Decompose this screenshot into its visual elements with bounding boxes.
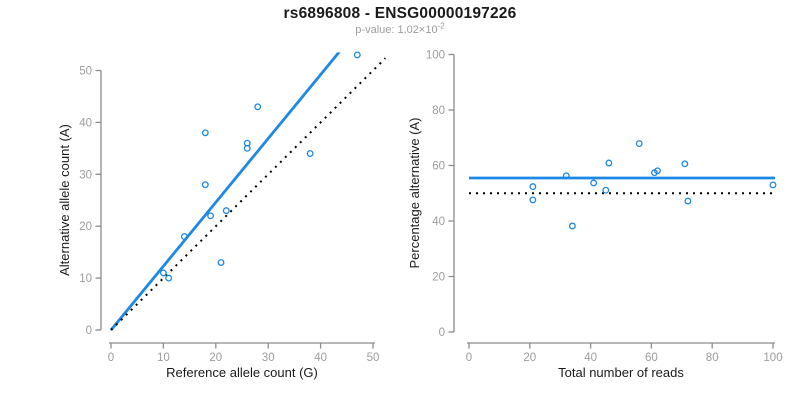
data-point (602, 186, 610, 194)
identity-line (110, 57, 386, 331)
data-point (529, 183, 537, 191)
data-point (684, 197, 692, 205)
data-point (306, 150, 314, 157)
data-point (165, 274, 173, 282)
data-point (769, 181, 777, 189)
data-point (562, 172, 570, 180)
points-group (529, 140, 777, 230)
y-tick-label: 10 (79, 273, 92, 285)
right-y-axis-title: Percentage alternative (A) (407, 117, 422, 268)
x-tick-label: 30 (262, 352, 275, 364)
x-tick-label: 20 (209, 352, 222, 364)
x-tick-label: 40 (584, 352, 597, 364)
x-tick-label: 0 (108, 352, 114, 364)
right-chart: 0 20 40 60 80 100 0 20 40 60 80 100 Total number of … (407, 50, 783, 381)
data-point (180, 233, 188, 241)
left-y-axis-title: Alternative allele count (A) (57, 124, 72, 276)
subtitle: p-value: 1.02×10-2 (0, 21, 800, 36)
data-point (201, 181, 209, 189)
data-point (254, 103, 262, 111)
left-x-axis-title: Reference allele count (G) (166, 365, 318, 380)
x-tick-label: 50 (367, 352, 380, 364)
lines-group (469, 176, 776, 195)
lines-group (109, 52, 386, 331)
page-title: rs6896808 - ENSG00000197226 (283, 5, 517, 22)
data-point (529, 196, 537, 204)
y-tick-label: 60 (432, 161, 445, 173)
subtitle-pvalue-text: p-value: 1.02×10 (355, 24, 438, 36)
data-point (568, 222, 576, 230)
y-tick-label: 50 (79, 66, 92, 78)
y-tick-label: 80 (432, 105, 445, 117)
fit-line (109, 52, 341, 331)
data-point (590, 179, 598, 187)
y-tick-label: 40 (79, 117, 92, 129)
data-point (605, 159, 613, 167)
y-tick-label: 100 (426, 50, 445, 62)
y-tick-label: 0 (439, 327, 445, 339)
data-point (243, 144, 251, 152)
x-tick-label: 10 (157, 352, 170, 364)
data-point (635, 140, 643, 148)
x-tick-label: 20 (523, 352, 536, 364)
data-point (217, 259, 225, 266)
data-point (207, 212, 215, 220)
x-tick-label: 100 (763, 352, 782, 364)
points-group (159, 51, 361, 282)
right-x-axis-title: Total number of reads (558, 365, 684, 380)
x-tick-label: 40 (314, 352, 327, 364)
data-point (222, 207, 230, 215)
y-tick-label: 0 (86, 325, 92, 337)
y-tick-label: 30 (79, 169, 92, 181)
y-tick-label: 20 (432, 272, 445, 284)
data-point (654, 167, 661, 175)
left-chart: 0 10 20 30 40 50 0 10 20 30 40 50 Reference allele c… (57, 51, 386, 380)
x-tick-label: 0 (466, 352, 472, 364)
y-tick-label: 40 (432, 216, 445, 228)
data-point (201, 129, 209, 137)
data-point (681, 160, 689, 168)
data-point (353, 51, 361, 59)
y-tick-label: 20 (79, 221, 92, 233)
data-point (159, 269, 167, 277)
subtitle-exponent: -2 (437, 21, 445, 31)
x-tick-label: 60 (645, 352, 658, 364)
x-tick-label: 80 (706, 352, 719, 364)
